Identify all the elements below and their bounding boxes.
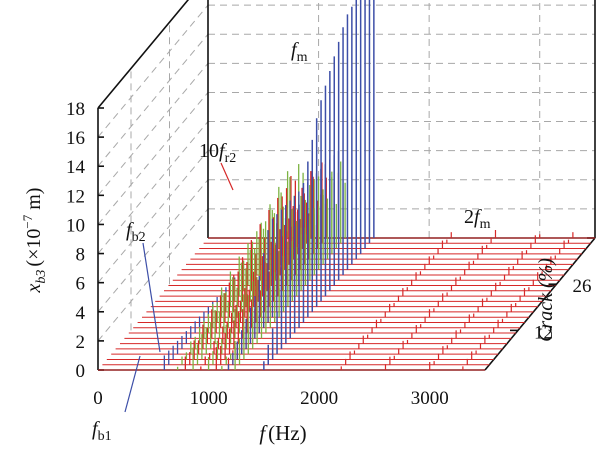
y-tick-label: 2 — [76, 332, 86, 353]
y-axis-sub: b3 — [34, 270, 49, 284]
x-axis-unit: (Hz) — [268, 421, 306, 445]
annotation-fb2-var: f — [126, 219, 134, 241]
axis-labels: f (Hz)xb3(×10−7 m)Crack (%) — [20, 188, 557, 445]
left-wall-gridline-4 — [97, 179, 209, 313]
y-axis-var: x — [23, 283, 45, 293]
spectrum-traces — [98, 0, 595, 371]
left-wall-gridline-2 — [97, 208, 209, 342]
leader-fb1 — [124, 355, 141, 413]
annotation-fb2-sub: b2 — [132, 230, 146, 245]
y-tick-label: 18 — [66, 99, 85, 120]
y-axis-unit-exp: −7 — [20, 214, 35, 228]
y-axis-unit-post: m) — [23, 188, 45, 215]
chart-frame — [97, 0, 596, 371]
crack-tick-label: 12 — [534, 322, 553, 343]
annotation-fb1-var: f — [92, 418, 100, 440]
leader-10fr2 — [220, 162, 234, 191]
left-wall-top-edge — [97, 0, 190, 109]
x-tick-label: 0 — [93, 388, 103, 409]
crack-axis-label-group: Crack (%) — [535, 258, 557, 342]
annotation-fb1-sub: b1 — [98, 429, 112, 444]
annotation-fb1: fb1 — [92, 418, 112, 444]
left-wall-gridline-14 — [97, 33, 209, 167]
annotation-2fm-var: f — [474, 206, 482, 228]
annotation-10fr2-sub: r2 — [225, 151, 237, 166]
annotation-fm-var: f — [291, 39, 299, 61]
annotation-fm: fm — [291, 39, 308, 65]
left-wall-gridline-10 — [97, 92, 209, 225]
annotation-10fr2: 10fr2 — [199, 140, 236, 166]
crack-axis-line — [484, 237, 596, 371]
annotation-2fm: 2fm — [464, 206, 491, 232]
annotation-fm-sub: m — [297, 50, 308, 65]
tick-labels: 0246810121416180100020003000122640 — [66, 99, 592, 409]
y-tick-label: 8 — [76, 245, 86, 266]
x-tick-label: 2000 — [300, 388, 338, 409]
x-axis-var: f — [259, 421, 268, 445]
crack-tick-label: 26 — [573, 276, 592, 297]
annotation-fb2: fb2 — [126, 219, 146, 245]
annotation-2fm-pre: 2 — [464, 206, 474, 228]
y-tick-label: 16 — [66, 128, 85, 149]
x-tick-label: 1000 — [190, 388, 228, 409]
y-tick-label: 14 — [66, 157, 86, 178]
y-tick-label: 10 — [66, 215, 85, 236]
y-tick-label: 6 — [76, 274, 86, 295]
y-tick-label: 4 — [76, 303, 86, 324]
left-wall-gridline-16 — [97, 4, 209, 138]
left-wall-gridline-6 — [97, 150, 209, 283]
annotation-10fr2-var: f — [219, 140, 227, 162]
y-tick-label: 12 — [66, 186, 85, 207]
annotation-10fr2-pre: 10 — [199, 140, 219, 162]
left-wall-gridline-8 — [97, 121, 209, 254]
y-axis-label-group: xb3 (×10−7 m) — [20, 188, 49, 294]
y-tick-label: 0 — [76, 361, 86, 382]
x-tick-label: 3000 — [411, 388, 449, 409]
y-axis-unit-pre: (×10 — [23, 229, 45, 267]
crack-axis-label: Crack (%) — [535, 258, 557, 342]
annotation-2fm-sub: m — [480, 217, 491, 232]
leader-fb2 — [142, 242, 161, 353]
x-axis-label: f (Hz) — [259, 421, 306, 445]
y-axis-label: xb3 (×10−7 m) — [20, 188, 49, 294]
left-wall-gridline-12 — [97, 63, 209, 196]
grid-layer — [97, 0, 595, 342]
